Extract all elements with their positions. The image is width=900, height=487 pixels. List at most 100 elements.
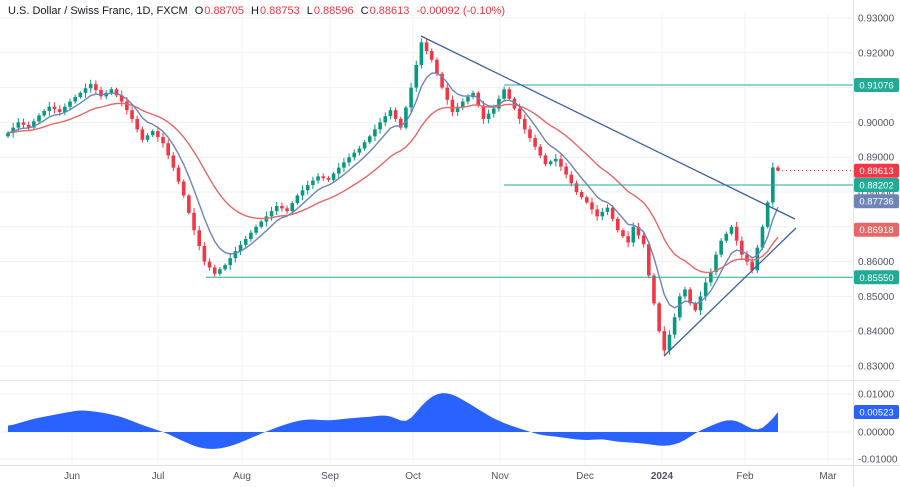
candle-up — [331, 173, 336, 180]
symbol-title[interactable]: U.S. Dollar / Swiss Franc, 1D, FXCM — [8, 5, 188, 17]
trendline — [420, 35, 796, 220]
axis-badge — [854, 163, 899, 178]
high-value: 0.88753 — [259, 5, 300, 17]
candle-up — [347, 157, 351, 163]
candle-down — [321, 176, 326, 179]
axis-badge — [854, 178, 899, 192]
candle-up — [336, 167, 341, 174]
candle-down — [481, 105, 486, 119]
candle-down — [192, 212, 196, 231]
candle-down — [26, 124, 31, 128]
candle-up — [311, 180, 315, 186]
candle-up — [342, 162, 346, 168]
candle-up — [502, 89, 506, 99]
candle-down — [590, 202, 594, 210]
price-axis-label: 0.90000 — [858, 118, 895, 129]
candle-down — [574, 183, 579, 192]
candle-down — [543, 155, 548, 165]
price-axis-label: 0.92000 — [858, 48, 895, 59]
price-axis-label: 0.83000 — [858, 362, 895, 373]
candle-up — [378, 122, 382, 130]
low-label: L — [306, 5, 313, 17]
ohlc-high: H 0.88753 — [251, 5, 300, 18]
symbol-header: U.S. Dollar / Swiss Franc, 1D, FXCM O 0.8… — [8, 5, 505, 18]
candle-down — [181, 181, 186, 196]
price-axis-label: 0.88000 — [858, 188, 895, 199]
candle-up — [218, 269, 222, 274]
low-value: 0.88596 — [313, 5, 354, 17]
candle-down — [130, 110, 134, 119]
indicator-axis-label: 0.00000 — [858, 428, 895, 439]
candle-down — [517, 108, 522, 119]
candle-up — [47, 106, 52, 111]
candle-up — [553, 158, 558, 162]
axis-badge — [854, 270, 899, 285]
close-value: 0.88613 — [369, 5, 410, 17]
candle-down — [522, 118, 527, 130]
candle-down — [450, 99, 455, 112]
axis-badge-label: 0.86918 — [859, 225, 893, 236]
candle-down — [135, 118, 139, 130]
candle-up — [600, 211, 605, 217]
candle-down — [166, 143, 170, 156]
candle-up — [83, 88, 88, 93]
drawings-layer[interactable] — [206, 35, 853, 357]
price-axis-label: 0.84000 — [858, 327, 895, 338]
candle-up — [486, 113, 491, 119]
candle-down — [538, 146, 543, 156]
candle-down — [119, 95, 124, 102]
candle-down — [564, 166, 568, 175]
ma-fast-line — [7, 72, 779, 309]
candle-down — [435, 59, 439, 74]
candle-down — [445, 87, 450, 100]
candle-up — [42, 110, 46, 116]
candle-up — [698, 296, 703, 311]
candle-down — [156, 131, 160, 138]
time-axis-label: Feb — [736, 471, 754, 482]
axis-badge-label: 0.87736 — [859, 197, 893, 208]
price-axis[interactable] — [853, 0, 900, 465]
time-axis[interactable] — [0, 465, 900, 487]
candle-down — [171, 155, 176, 168]
candle-up — [419, 42, 424, 65]
candle-down — [559, 158, 563, 167]
candle-up — [259, 221, 264, 227]
candle-down — [280, 205, 284, 209]
axis-badge — [854, 405, 899, 419]
candle-down — [393, 110, 398, 119]
candle-down — [657, 303, 661, 332]
time-axis-label: Sep — [321, 471, 339, 482]
candle-up — [404, 107, 408, 128]
axis-badge-label: 0.91076 — [859, 81, 893, 92]
candle-up — [491, 108, 496, 114]
candle-up — [6, 132, 10, 137]
open-value: 0.88705 — [204, 5, 245, 17]
candle-up — [714, 254, 718, 273]
candle-up — [667, 334, 672, 351]
candle-up — [305, 185, 310, 191]
candle-up — [109, 89, 114, 93]
candle-up — [703, 282, 708, 297]
candle-down — [424, 42, 429, 52]
candle-up — [719, 240, 723, 255]
open-label: O — [194, 5, 204, 17]
candle-down — [207, 261, 212, 268]
candle-down — [745, 254, 749, 262]
candle-down — [740, 240, 744, 255]
candle-up — [290, 203, 295, 212]
candle-down — [584, 197, 589, 203]
candle-up — [466, 97, 470, 102]
candle-down — [569, 174, 574, 184]
ohlc-open: O 0.88705 — [195, 5, 244, 18]
candle-up — [362, 142, 367, 149]
candle-up — [68, 101, 72, 107]
candle-up — [238, 244, 243, 252]
candle-down — [94, 84, 98, 91]
candle-up — [724, 233, 729, 241]
candle-down — [161, 137, 165, 144]
indicator-axis-label: -0.01000 — [858, 455, 898, 466]
candle-down — [326, 178, 331, 180]
candle-up — [765, 202, 770, 227]
